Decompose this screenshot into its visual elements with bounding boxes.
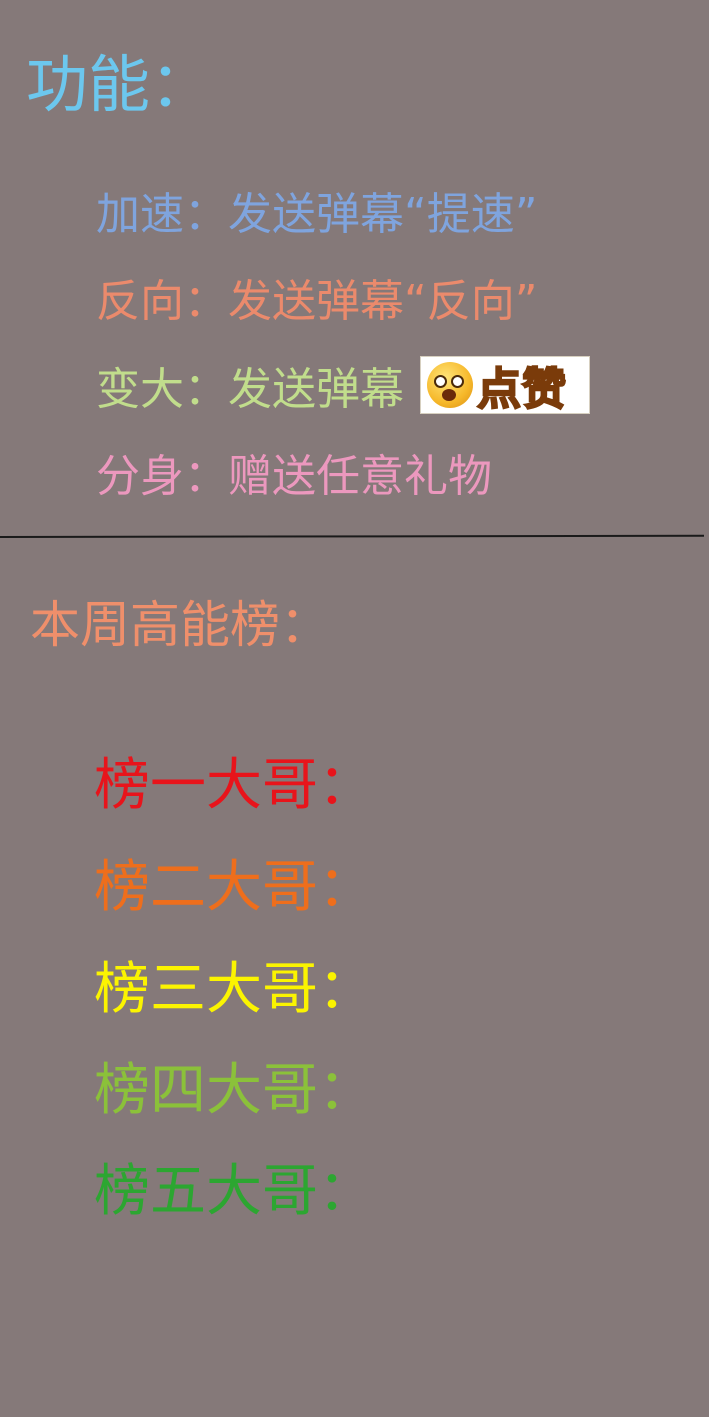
feature-speed-label: 加速：发送弹幕“提速”: [96, 189, 538, 240]
rank-3-label: 榜三大哥：: [94, 957, 374, 1022]
rank-2-label: 榜二大哥：: [94, 855, 374, 920]
leaderboard-title: 本周高能榜：: [30, 596, 330, 654]
feature-grow: 变大：发送弹幕 点赞: [96, 350, 590, 420]
like-badge-text: 点赞: [476, 363, 567, 416]
like-badge: 点赞: [420, 356, 590, 416]
feature-reverse-label: 反向：发送弹幕“反向”: [96, 276, 538, 327]
feature-speed: 加速：发送弹幕“提速”: [96, 175, 538, 245]
feature-clone: 分身：赠送任意礼物: [96, 437, 492, 507]
section-divider: [0, 534, 705, 538]
feature-reverse: 反向：发送弹幕“反向”: [96, 262, 538, 332]
feature-clone-label: 分身：赠送任意礼物: [96, 451, 492, 502]
rank-4-label: 榜四大哥：: [94, 1058, 374, 1123]
rank-1-label: 榜一大哥：: [94, 753, 374, 818]
features-title: 功能：: [26, 48, 213, 121]
feature-grow-label: 变大：发送弹幕: [96, 364, 404, 415]
rank-5-label: 榜五大哥：: [94, 1159, 374, 1224]
like-emoji-icon: [427, 362, 473, 408]
